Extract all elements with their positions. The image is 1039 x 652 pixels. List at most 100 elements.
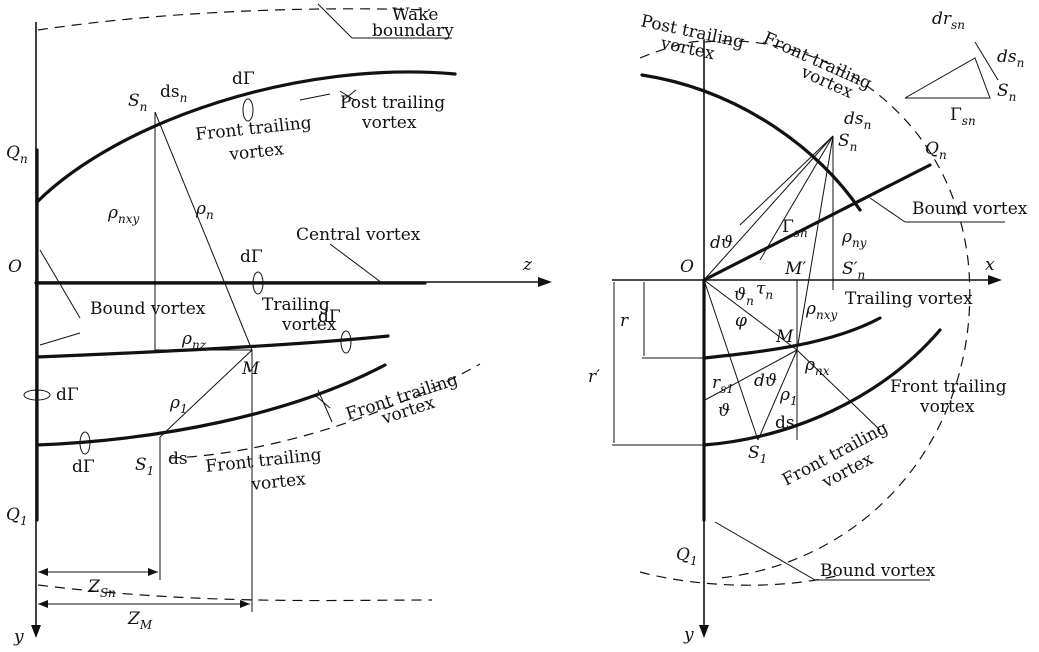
o-to-sn [703, 135, 834, 281]
middle-trailing-curve [35, 334, 390, 359]
s-prime-label: S′n [842, 259, 865, 282]
dsn-right: dsn [844, 109, 871, 132]
dtheta-mid: dϑ [754, 371, 777, 391]
o-right: O [680, 257, 694, 277]
dgamma-top: dΓ [232, 69, 255, 89]
lower-trailing-curve [35, 363, 387, 447]
r-prime-label: r′ [588, 367, 600, 387]
dgamma-mid: dΓ [240, 247, 263, 267]
wake-label-2: boundary [372, 21, 454, 41]
rho-n-line [154, 111, 253, 351]
front-trailing-top-1: Front trailing [194, 113, 312, 145]
o-to-m [703, 279, 798, 351]
m-to-s1b [704, 349, 798, 401]
dgamma-ellipse-mid [252, 271, 264, 295]
dgamma-low: dΓ [72, 457, 95, 477]
left-y-arrow [31, 625, 41, 638]
r-label: r [620, 311, 629, 331]
sn-label: Sn [128, 91, 147, 114]
theta-label: ϑ [718, 401, 730, 421]
central-vortex-label: Central vortex [296, 225, 421, 245]
right-wake-arc [704, 40, 971, 579]
rho-nx-label: ρnx [804, 355, 830, 378]
ds-label: ds [168, 449, 188, 469]
bound-leader-2 [39, 332, 81, 346]
zsn-arrow-r [148, 568, 158, 576]
tau-n-label: τn [756, 279, 773, 302]
m-label: M [241, 359, 260, 379]
wake-leader [317, 3, 353, 39]
bound-leader [39, 249, 81, 319]
dgamma-axis: dΓ [56, 385, 79, 405]
sn-right: Sn [838, 131, 857, 154]
dgamma-ellipse-low [79, 431, 91, 455]
central-leader [329, 243, 383, 284]
q1-right: Q1 [676, 545, 698, 568]
sn-to-m [796, 135, 834, 351]
bound-top-leader [869, 197, 906, 223]
bound-bot-leader [714, 521, 816, 581]
trailing-label-2: vortex [281, 315, 337, 335]
bound-vortex-top-label: Bound vortex [912, 199, 1028, 219]
post-trailing-label-1: Post trailing [340, 93, 445, 113]
bound-vortex-bottom-label: Bound vortex [820, 561, 936, 581]
wake-label-1: Wake [392, 5, 439, 25]
zm-arrow-r [240, 600, 250, 608]
x-label: x [985, 255, 995, 275]
rho-nxy-right: ρnxy [805, 299, 837, 322]
dgamma-ellipse-top [242, 98, 254, 122]
dgamma-ellipse-right [340, 330, 352, 354]
o-to-s1 [703, 279, 759, 441]
r-front-trailing-right-2: vortex [919, 397, 975, 417]
top-trailing-curve [35, 70, 457, 204]
z-label: z [522, 255, 533, 275]
sn-inset: Sn [997, 81, 1016, 104]
dgamma-right: dΓ [318, 307, 341, 327]
gamma-sn-inset: Γsn [950, 105, 976, 128]
left-z-arrow [538, 277, 552, 287]
y-label-right: y [683, 625, 694, 645]
zsn-arrow-l [38, 568, 48, 576]
gamma-sn-right: Γsn [782, 217, 808, 240]
front-trailing-top-2: vortex [227, 139, 285, 165]
front-trailing-bottom-2: vortex [249, 469, 307, 495]
zm-label: ZM [127, 609, 153, 632]
q1-label: Q1 [6, 505, 28, 528]
qn-right: Qn [925, 139, 947, 162]
sn-to-mid [739, 135, 834, 226]
trailing-vortex-right: Trailing vortex [845, 289, 973, 309]
y-label-left: y [13, 627, 24, 647]
rs1-label: rs1 [712, 373, 734, 396]
right-inner-curve [702, 316, 882, 360]
tick-2 [315, 395, 331, 409]
right-x-arrow [988, 275, 1002, 285]
post-trail-leader [299, 93, 331, 101]
right-wake-arc-2 [639, 571, 841, 586]
rho-1-label: ρ1 [169, 393, 188, 416]
wake-boundary-top [37, 8, 431, 31]
r-front-trailing-right-1: Front trailing [890, 377, 1007, 397]
dsn-inset: dsn [997, 47, 1024, 70]
theta-n-label: ϑn [734, 285, 754, 308]
tick-1 [339, 89, 357, 102]
m-prime-label: M′ [784, 259, 806, 279]
dtheta-top: dϑ [710, 233, 733, 253]
rho1-right: ρ1 [779, 385, 798, 408]
drsn-label: drsn [932, 9, 965, 32]
lower-dashed [169, 363, 481, 459]
s1-right: S1 [748, 443, 767, 466]
inset-triangle [904, 57, 991, 99]
trailing-label-1: Trailing [262, 295, 330, 315]
s1-label: S1 [135, 455, 154, 478]
rho-1-line [159, 349, 253, 438]
rho-n-label: ρn [195, 199, 214, 222]
left-diagram: Wake boundary dΓ Sn dsn Post trailing vo… [6, 3, 552, 647]
qn-label: Qn [6, 143, 28, 166]
front-trail-leader [317, 389, 333, 423]
post-trailing-label-2: vortex [361, 113, 417, 133]
phi-label: φ [735, 311, 747, 331]
right-diagram: Post trailing vortex Front trailing vort… [588, 9, 1028, 645]
zsn-label: ZSn [87, 577, 116, 600]
right-lower-curve [702, 328, 942, 447]
